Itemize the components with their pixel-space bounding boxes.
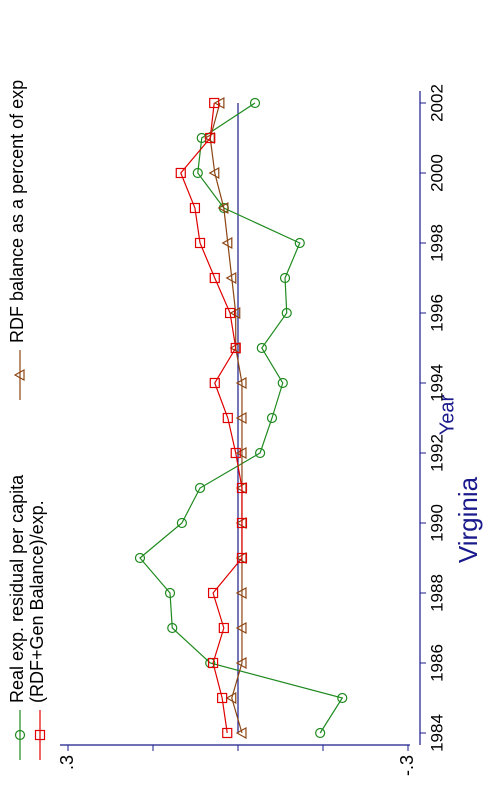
legend-marker bbox=[13, 368, 25, 382]
series-line bbox=[180, 102, 243, 734]
x-tick-label: 1984 bbox=[427, 714, 446, 752]
marker bbox=[209, 97, 220, 109]
marker bbox=[294, 237, 305, 249]
x-tick-label: 2000 bbox=[427, 154, 446, 192]
marker bbox=[224, 307, 236, 319]
marker bbox=[194, 237, 206, 249]
marker bbox=[315, 727, 326, 739]
x-axis-label: Year bbox=[436, 394, 458, 435]
legend-label: RDF balance as a percent of exp bbox=[7, 80, 27, 343]
marker bbox=[281, 307, 292, 319]
marker bbox=[209, 377, 220, 389]
marker bbox=[277, 377, 288, 389]
x-tick-label: 1996 bbox=[427, 294, 446, 332]
x-tick-label: 1998 bbox=[427, 224, 446, 262]
x-tick-label: 1990 bbox=[427, 504, 446, 542]
legend-marker bbox=[34, 729, 46, 741]
marker bbox=[208, 166, 220, 180]
marker bbox=[266, 412, 278, 424]
chart-title: Virginia bbox=[453, 476, 483, 563]
marker bbox=[209, 272, 220, 284]
legend-label: (RDF+Gen Balance)/exp. bbox=[27, 500, 47, 703]
marker bbox=[255, 447, 266, 459]
x-tick-label: 1994 bbox=[427, 364, 446, 402]
marker bbox=[236, 517, 248, 529]
marker bbox=[134, 552, 146, 564]
marker bbox=[207, 657, 219, 669]
x-tick-label: 1988 bbox=[427, 574, 446, 612]
series-line bbox=[139, 102, 344, 734]
x-tick-label: 2002 bbox=[427, 84, 446, 122]
legend-label: Real exp. residual per capita bbox=[7, 474, 27, 703]
marker bbox=[229, 306, 241, 320]
series-line bbox=[209, 102, 243, 734]
marker bbox=[222, 727, 233, 739]
marker bbox=[249, 97, 261, 109]
marker bbox=[167, 622, 178, 634]
marker bbox=[175, 167, 186, 179]
marker bbox=[217, 201, 229, 215]
marker bbox=[337, 692, 348, 704]
marker bbox=[176, 517, 187, 529]
legend-marker bbox=[14, 729, 26, 741]
x-tick-label: 1992 bbox=[427, 434, 446, 472]
marker bbox=[194, 482, 206, 494]
marker bbox=[235, 621, 247, 635]
marker bbox=[235, 726, 247, 740]
marker bbox=[235, 656, 247, 670]
marker bbox=[230, 447, 241, 459]
marker bbox=[221, 236, 233, 250]
x-tick-label: 1986 bbox=[427, 644, 446, 682]
marker bbox=[279, 272, 291, 284]
y-tick-label: -.3 bbox=[397, 755, 417, 776]
marker bbox=[207, 587, 219, 599]
marker bbox=[225, 271, 237, 285]
marker bbox=[235, 446, 247, 460]
plot: Virginia Year -.3 .3 1984 1986 1988 1990 1992 1… bbox=[7, 80, 483, 776]
marker bbox=[217, 692, 228, 704]
marker bbox=[218, 622, 229, 634]
y-tick-label: .3 bbox=[57, 755, 77, 770]
marker bbox=[205, 132, 216, 144]
marker bbox=[236, 552, 248, 564]
marker bbox=[225, 691, 237, 705]
marker bbox=[235, 376, 247, 390]
marker bbox=[222, 412, 233, 424]
marker bbox=[192, 167, 203, 179]
marker bbox=[256, 342, 267, 354]
marker bbox=[164, 587, 176, 599]
marker bbox=[213, 96, 225, 110]
marker bbox=[189, 202, 201, 214]
marker bbox=[235, 586, 247, 600]
marker bbox=[236, 482, 248, 494]
marker bbox=[230, 342, 241, 354]
marker bbox=[235, 411, 247, 425]
